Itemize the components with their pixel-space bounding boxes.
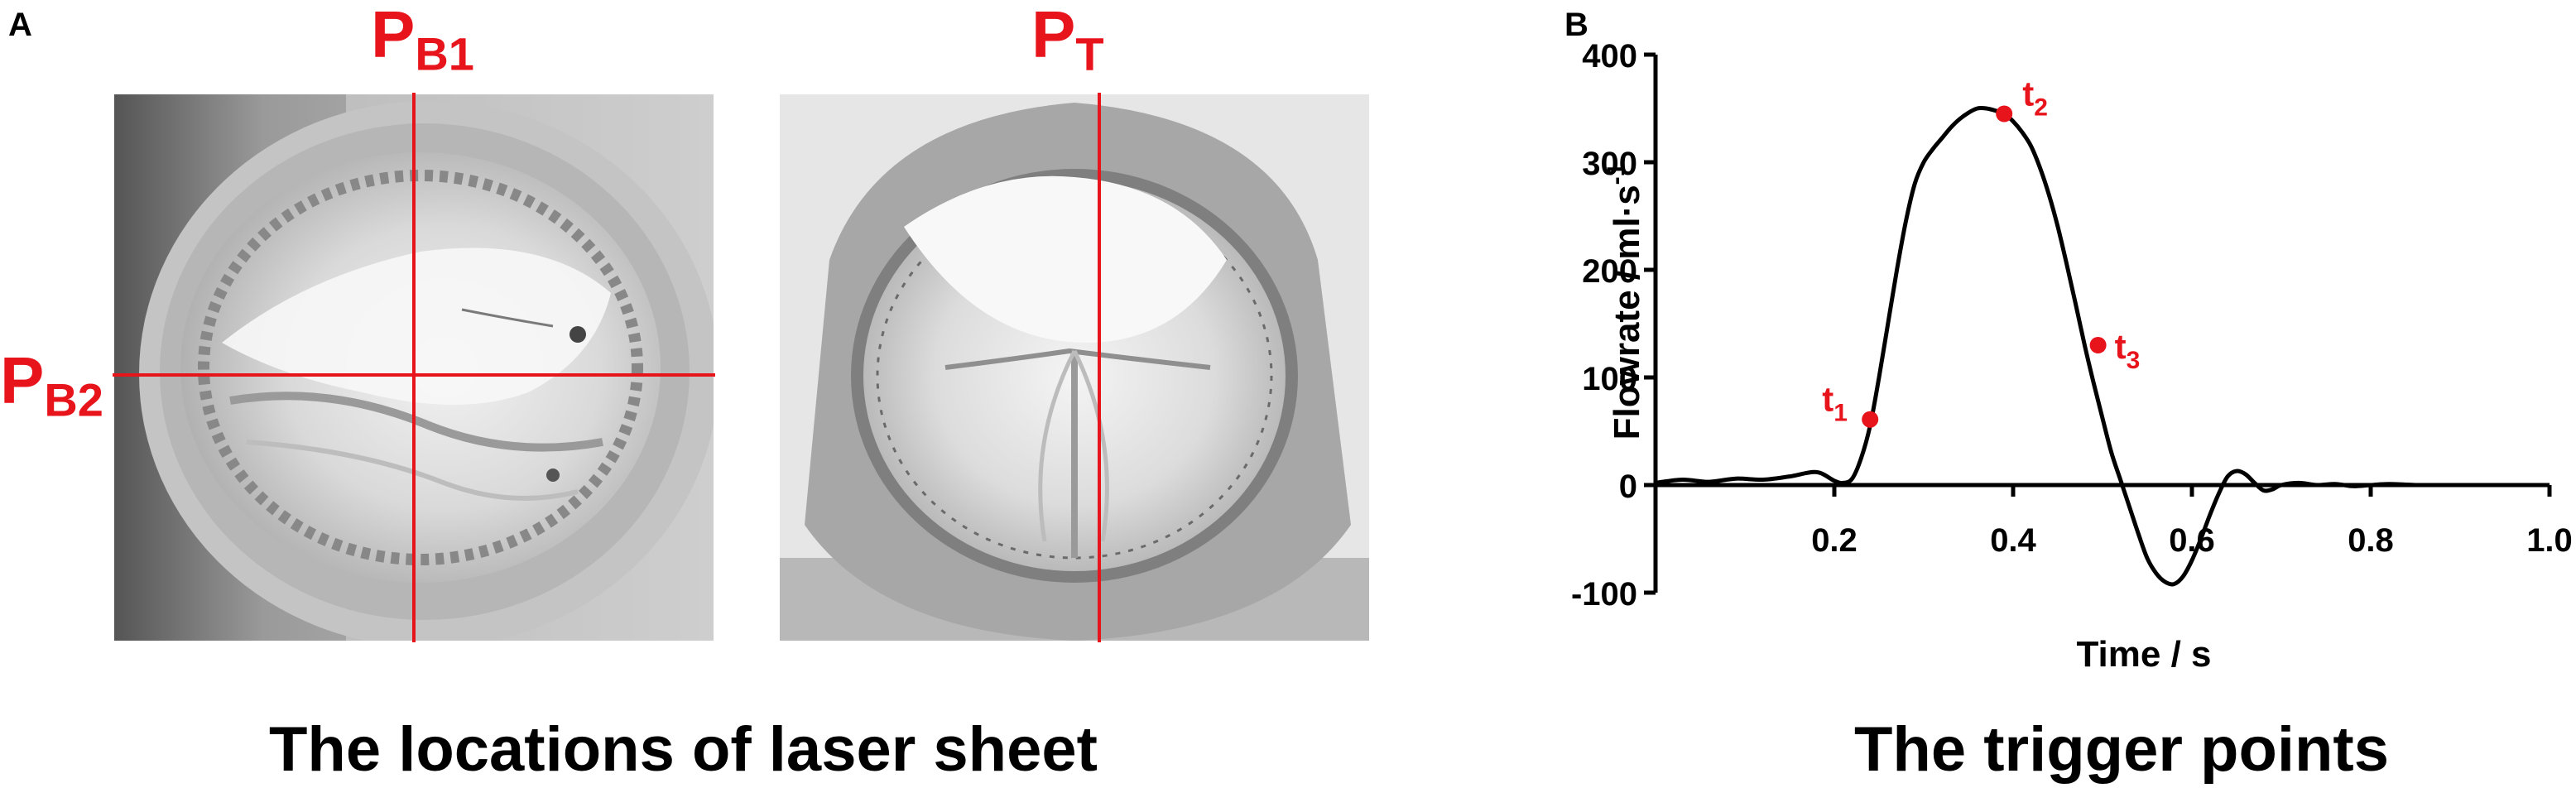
laser-line-pb2 (113, 373, 715, 377)
y-tick-label: 300 (1582, 146, 1637, 182)
x-axis-label: Time / s (2076, 634, 2211, 675)
y-tick-label: -100 (1571, 576, 1637, 613)
label-pb1: PB1 (371, 0, 474, 80)
x-tick-label: 0.2 (1811, 522, 1858, 559)
y-tick-label: 0 (1619, 468, 1637, 505)
valve-photo-b (114, 94, 714, 641)
x-tick-label: 0.8 (2348, 522, 2394, 559)
trigger-point-t1 (1862, 411, 1879, 428)
x-tick-label: 0.4 (1990, 522, 2036, 559)
chart-trigger-points: t1 t2 t3 (1822, 74, 2140, 428)
laser-line-pb1 (412, 93, 416, 642)
label-pt: PT (1031, 0, 1104, 80)
trigger-label-t1: t1 (1822, 380, 1848, 427)
caption-panel-a: The locations of laser sheet (269, 714, 1098, 785)
flowrate-line (1655, 105, 2416, 587)
trigger-label-t3: t3 (2115, 327, 2141, 374)
chart-series (1655, 105, 2416, 587)
valve-photo-t (780, 94, 1369, 641)
label-pb2: PB2 (0, 344, 103, 426)
panel-letter-a: A (8, 7, 32, 43)
x-tick-label: 1.0 (2526, 522, 2573, 559)
y-tick-label: 100 (1582, 361, 1637, 397)
chart-axes: -100 0 100 200 300 400 0.2 0.4 0.6 0.8 1.0 (1571, 38, 2573, 613)
caption-panel-b: The trigger points (1854, 714, 2389, 785)
y-axis-label: Flowrate / ml·s-1 (1603, 163, 1647, 440)
y-axis-label-superscript: -1 (1603, 163, 1630, 185)
trigger-label-t2: t2 (2022, 74, 2048, 122)
trigger-point-t3 (2089, 337, 2107, 353)
trigger-point-t2 (1996, 105, 2013, 123)
y-tick-label: 400 (1582, 38, 1637, 74)
panel-letter-b: B (1564, 7, 1588, 43)
laser-line-pt (1098, 93, 1101, 642)
y-tick-label: 200 (1582, 253, 1637, 290)
x-tick-label: 0.6 (2169, 522, 2215, 559)
